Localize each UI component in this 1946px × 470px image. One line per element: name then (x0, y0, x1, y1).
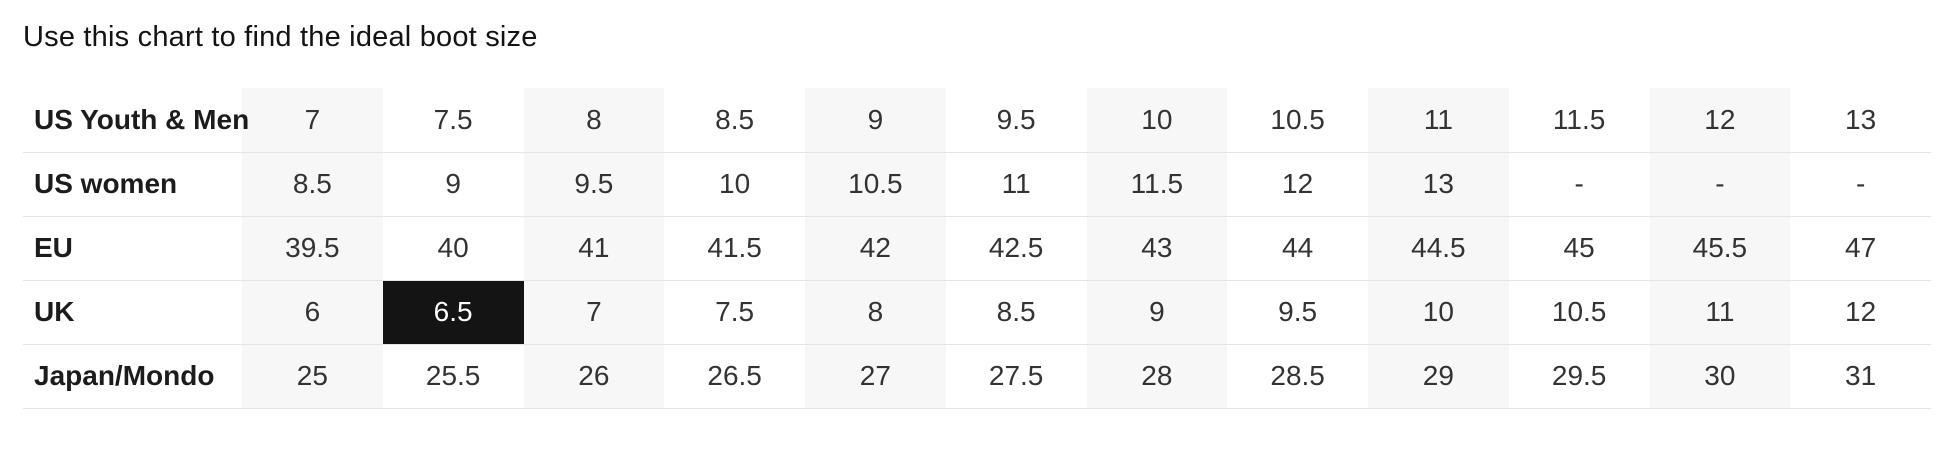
row-header: EU (23, 216, 242, 281)
size-cell[interactable]: 8.5 (242, 152, 383, 217)
size-cell[interactable]: 8.5 (664, 88, 805, 153)
size-cell[interactable]: 12 (1649, 88, 1791, 153)
size-cell[interactable]: 41 (523, 216, 665, 281)
size-cell[interactable]: 29.5 (1508, 344, 1650, 409)
size-cell[interactable]: 39.5 (242, 216, 383, 281)
size-cell[interactable]: 11.5 (1086, 152, 1228, 217)
row-header: US Youth & Men (23, 88, 249, 153)
row-header: UK (23, 280, 242, 345)
size-cell[interactable]: 11.5 (1508, 88, 1650, 153)
size-cell[interactable]: 30 (1649, 344, 1791, 409)
size-cell[interactable]: 7.5 (382, 88, 524, 153)
size-cell[interactable]: 42 (805, 216, 946, 281)
size-cell[interactable]: 28 (1086, 344, 1228, 409)
size-cell-selected[interactable]: 6.5 (382, 280, 524, 345)
size-cell[interactable]: 42.5 (945, 216, 1087, 281)
size-cell[interactable]: 25.5 (382, 344, 524, 409)
size-cell[interactable]: 10 (664, 152, 805, 217)
size-cell[interactable]: 9.5 (523, 152, 665, 217)
size-cell[interactable]: 9 (382, 152, 524, 217)
size-cell[interactable]: 9.5 (1227, 280, 1368, 345)
size-cell[interactable]: 6 (242, 280, 383, 345)
size-cell[interactable]: 9.5 (945, 88, 1087, 153)
size-cell[interactable]: 10.5 (1508, 280, 1650, 345)
size-cell[interactable]: 31 (1790, 344, 1931, 409)
size-cell[interactable]: - (1790, 152, 1931, 217)
size-cell[interactable]: 28.5 (1227, 344, 1368, 409)
table-row: UK 6 6.5 7 7.5 8 8.5 9 9.5 10 10.5 11 12 (23, 280, 1931, 345)
size-cell[interactable]: 45 (1508, 216, 1650, 281)
size-cell[interactable]: 44 (1227, 216, 1368, 281)
size-cell[interactable]: 12 (1790, 280, 1931, 345)
size-cell[interactable]: 26.5 (664, 344, 805, 409)
size-cell[interactable]: 8.5 (945, 280, 1087, 345)
size-cell[interactable]: 40 (382, 216, 524, 281)
size-table-body: US Youth & Men 7 7.5 8 8.5 9 9.5 10 10.5 11 11.5 12… (23, 88, 1931, 409)
table-row: Japan/Mondo 25 25.5 26 26.5 27 27.5 28 28.5 29 29.… (23, 344, 1931, 409)
size-cell[interactable]: 10.5 (805, 152, 946, 217)
table-row: US Youth & Men 7 7.5 8 8.5 9 9.5 10 10.5 11 11.5 12… (23, 88, 1931, 153)
table-row: EU 39.5 40 41 41.5 42 42.5 43 44 44.5 45 45.5 47 (23, 216, 1931, 281)
size-cell[interactable]: 11 (945, 152, 1087, 217)
size-cell[interactable]: 10.5 (1227, 88, 1368, 153)
row-header: US women (23, 152, 242, 217)
size-cell[interactable]: 45.5 (1649, 216, 1791, 281)
size-cell[interactable]: 9 (805, 88, 946, 153)
size-cell[interactable]: 11 (1649, 280, 1791, 345)
table-row: US women 8.5 9 9.5 10 10.5 11 11.5 12 13- - - (23, 152, 1931, 217)
size-cell[interactable]: 10 (1086, 88, 1228, 153)
size-cell[interactable]: 29 (1368, 344, 1509, 409)
size-cell[interactable]: 8 (805, 280, 946, 345)
size-cell[interactable]: 44.5 (1368, 216, 1509, 281)
size-cell[interactable]: 25 (242, 344, 383, 409)
row-header: Japan/Mondo (23, 344, 242, 409)
size-cell[interactable]: 13 (1790, 88, 1931, 153)
size-chart-title: Use this chart to find the ideal boot si… (23, 21, 538, 53)
size-cell[interactable]: 27.5 (945, 344, 1087, 409)
size-cell[interactable]: - (1508, 152, 1650, 217)
size-cell[interactable]: 11 (1368, 88, 1509, 153)
size-cell[interactable]: 41.5 (664, 216, 805, 281)
size-cell[interactable]: - (1649, 152, 1791, 217)
size-chart: Use this chart to find the ideal boot si… (23, 21, 1931, 409)
size-cell[interactable]: 47 (1790, 216, 1931, 281)
size-cell[interactable]: 9 (1086, 280, 1228, 345)
size-cell[interactable]: 10 (1368, 280, 1509, 345)
size-cell[interactable]: 12 (1227, 152, 1368, 217)
size-cell[interactable]: 26 (523, 344, 665, 409)
size-cell[interactable]: 7 (523, 280, 665, 345)
size-cell[interactable]: 8 (523, 88, 665, 153)
size-cell[interactable]: 27 (805, 344, 946, 409)
size-cell[interactable]: 13 (1368, 152, 1509, 217)
size-cell[interactable]: 43 (1086, 216, 1228, 281)
size-conversion-table: US Youth & Men 7 7.5 8 8.5 9 9.5 10 10.5 11 11.5 12… (23, 88, 1931, 409)
size-cell[interactable]: 7 (242, 88, 383, 153)
size-cell[interactable]: 7.5 (664, 280, 805, 345)
